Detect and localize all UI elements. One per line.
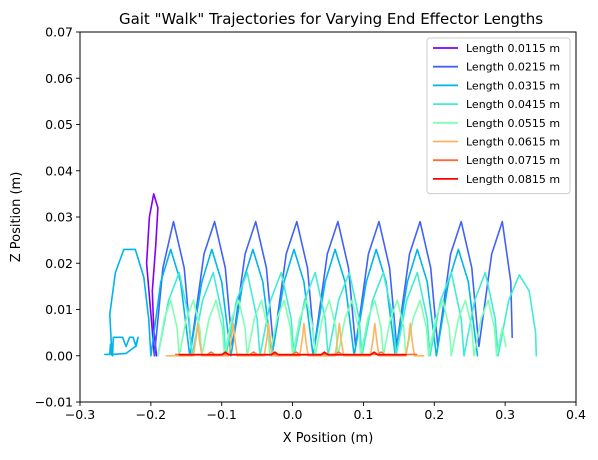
x-tick-label: 0.4 xyxy=(566,407,586,422)
y-tick-label: 0.00 xyxy=(45,348,73,363)
legend-label: Length 0.0515 m xyxy=(466,117,560,130)
legend-label: Length 0.0215 m xyxy=(466,61,560,74)
y-tick-label: 0.06 xyxy=(45,71,73,86)
y-tick-label: 0.03 xyxy=(45,210,73,225)
legend-label: Length 0.0115 m xyxy=(466,42,560,55)
x-axis-ticks: −0.3 −0.2 −0.1 0.0 0.1 0.2 0.3 0.4 xyxy=(65,402,586,422)
series-line-2 xyxy=(153,220,514,357)
x-axis-title: X Position (m) xyxy=(283,431,374,446)
y-tick-label: 0.05 xyxy=(45,117,73,132)
y-axis-ticks: −0.01 0.00 0.01 0.02 0.03 0.04 0.05 0.06 0.07 xyxy=(35,25,80,410)
series-lines xyxy=(104,193,538,357)
y-tick-label: 0.02 xyxy=(45,256,73,271)
y-tick-label: −0.01 xyxy=(35,395,73,410)
legend-box xyxy=(426,37,571,195)
legend-label: Length 0.0715 m xyxy=(466,154,560,167)
legend: Length 0.0115 m Length 0.0215 m Length 0.0… xyxy=(426,37,571,195)
series-line-1 xyxy=(145,193,159,357)
series-line-6 xyxy=(165,322,425,357)
x-tick-label: 0.1 xyxy=(353,407,373,422)
x-tick-label: 0.0 xyxy=(283,407,303,422)
legend-label: Length 0.0815 m xyxy=(466,173,560,186)
legend-label: Length 0.0415 m xyxy=(466,98,560,111)
series-line-7 xyxy=(174,351,418,356)
series-line-4 xyxy=(157,271,538,357)
x-tick-label: −0.3 xyxy=(65,407,95,422)
x-tick-label: 0.2 xyxy=(424,407,444,422)
y-tick-label: 0.01 xyxy=(45,302,73,317)
legend-label: Length 0.0615 m xyxy=(466,136,560,149)
series-line-8 xyxy=(178,351,407,356)
y-tick-label: 0.07 xyxy=(45,25,73,40)
x-tick-label: −0.1 xyxy=(207,407,237,422)
y-tick-label: 0.04 xyxy=(45,163,73,178)
x-tick-label: 0.3 xyxy=(495,407,515,422)
y-axis-title: Z Position (m) xyxy=(9,172,24,263)
x-tick-label: −0.2 xyxy=(136,407,166,422)
chart-title: Gait "Walk" Trajectories for Varying End… xyxy=(119,10,543,28)
legend-label: Length 0.0315 m xyxy=(466,79,560,92)
series-line-5 xyxy=(157,299,507,357)
